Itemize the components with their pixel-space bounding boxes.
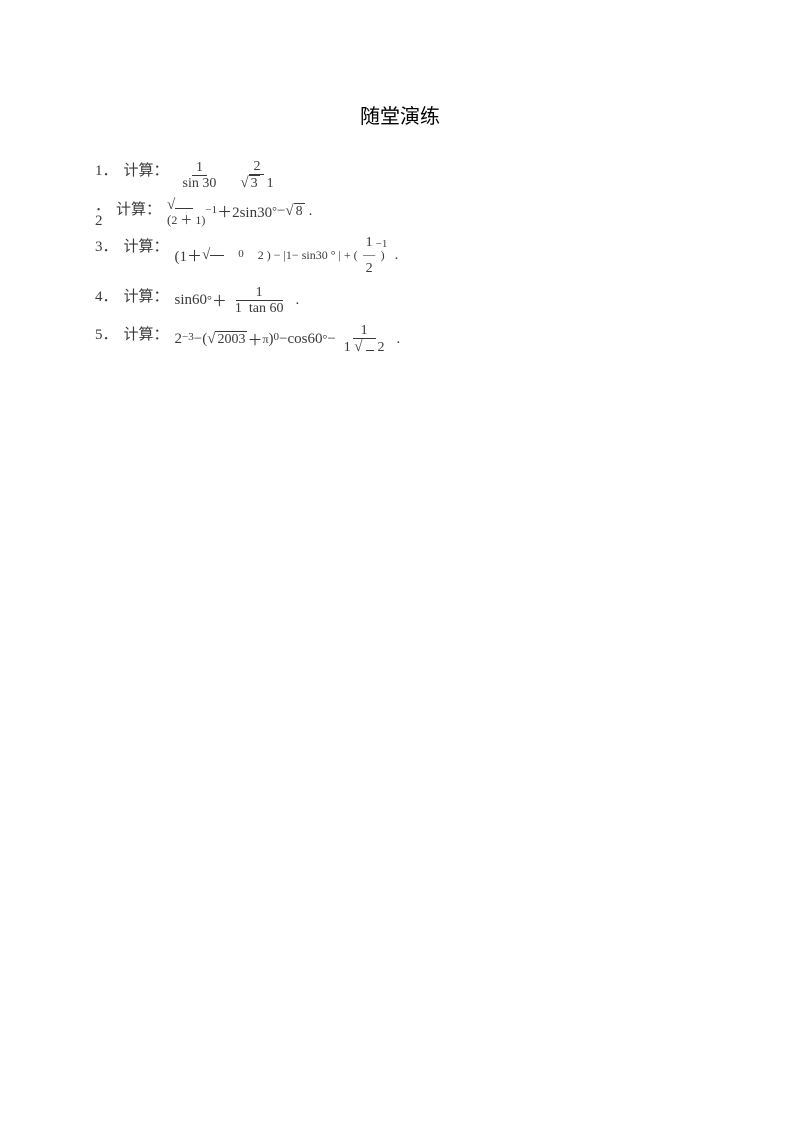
problem-number: 3． [95,235,118,256]
fraction: 1 sin 30 [179,160,221,192]
problem-number: 5． [95,323,118,344]
expression: (1＋ √ 0 2 ) − |1− sin30 ° | + ( 1 — 2 ) … [175,235,399,277]
sqrt: √2003 [207,331,247,348]
problem-1: 1． 计算： 1 sin 30 2 √3 1 [95,159,705,192]
fraction: 2 √3 1 [236,159,277,192]
sqrt: √3 [240,175,259,192]
expression: 2 −3 − ( √2003 ＋ π ) 0 −cos60 ° − 1 1 √ … [175,323,401,356]
calc-label: 计算： [124,285,169,306]
problem-4: 4． 计算： sin60 ° ＋ 1 1 tan 60 . [95,285,705,317]
expression: sin60 ° ＋ 1 1 tan 60 . [175,285,300,317]
fraction: 1 — 2 [362,235,377,277]
problem-number: ． 2 [95,198,110,229]
calc-label: 计算： [124,323,169,344]
problem-2: ． 2 计算： √ (2 ＋ 1) −1 ＋2sin30 ° − √8 . [95,198,705,229]
fraction: 1 1 √ 2 [340,323,389,356]
expression: √ (2 ＋ 1) −1 ＋2sin30 ° − √8 . [167,198,312,226]
problem-number: 1． [95,159,118,180]
calc-label: 计算： [116,198,161,219]
problem-5: 5． 计算： 2 −3 − ( √2003 ＋ π ) 0 −cos60 ° −… [95,323,705,356]
problem-number: 4． [95,285,118,306]
fraction: 1 1 tan 60 [231,285,288,317]
problems-list: 1． 计算： 1 sin 30 2 √3 1 ． 2 [95,159,705,356]
calc-label: 计算： [124,235,169,256]
calc-label: 计算： [124,159,169,180]
expression: 1 sin 30 2 √3 1 [175,159,282,192]
sqrt: √8 [285,203,304,220]
problem-3: 3． 计算： (1＋ √ 0 2 ) − |1− sin30 ° | + ( 1… [95,235,705,277]
page-title: 随堂演练 [95,100,705,129]
